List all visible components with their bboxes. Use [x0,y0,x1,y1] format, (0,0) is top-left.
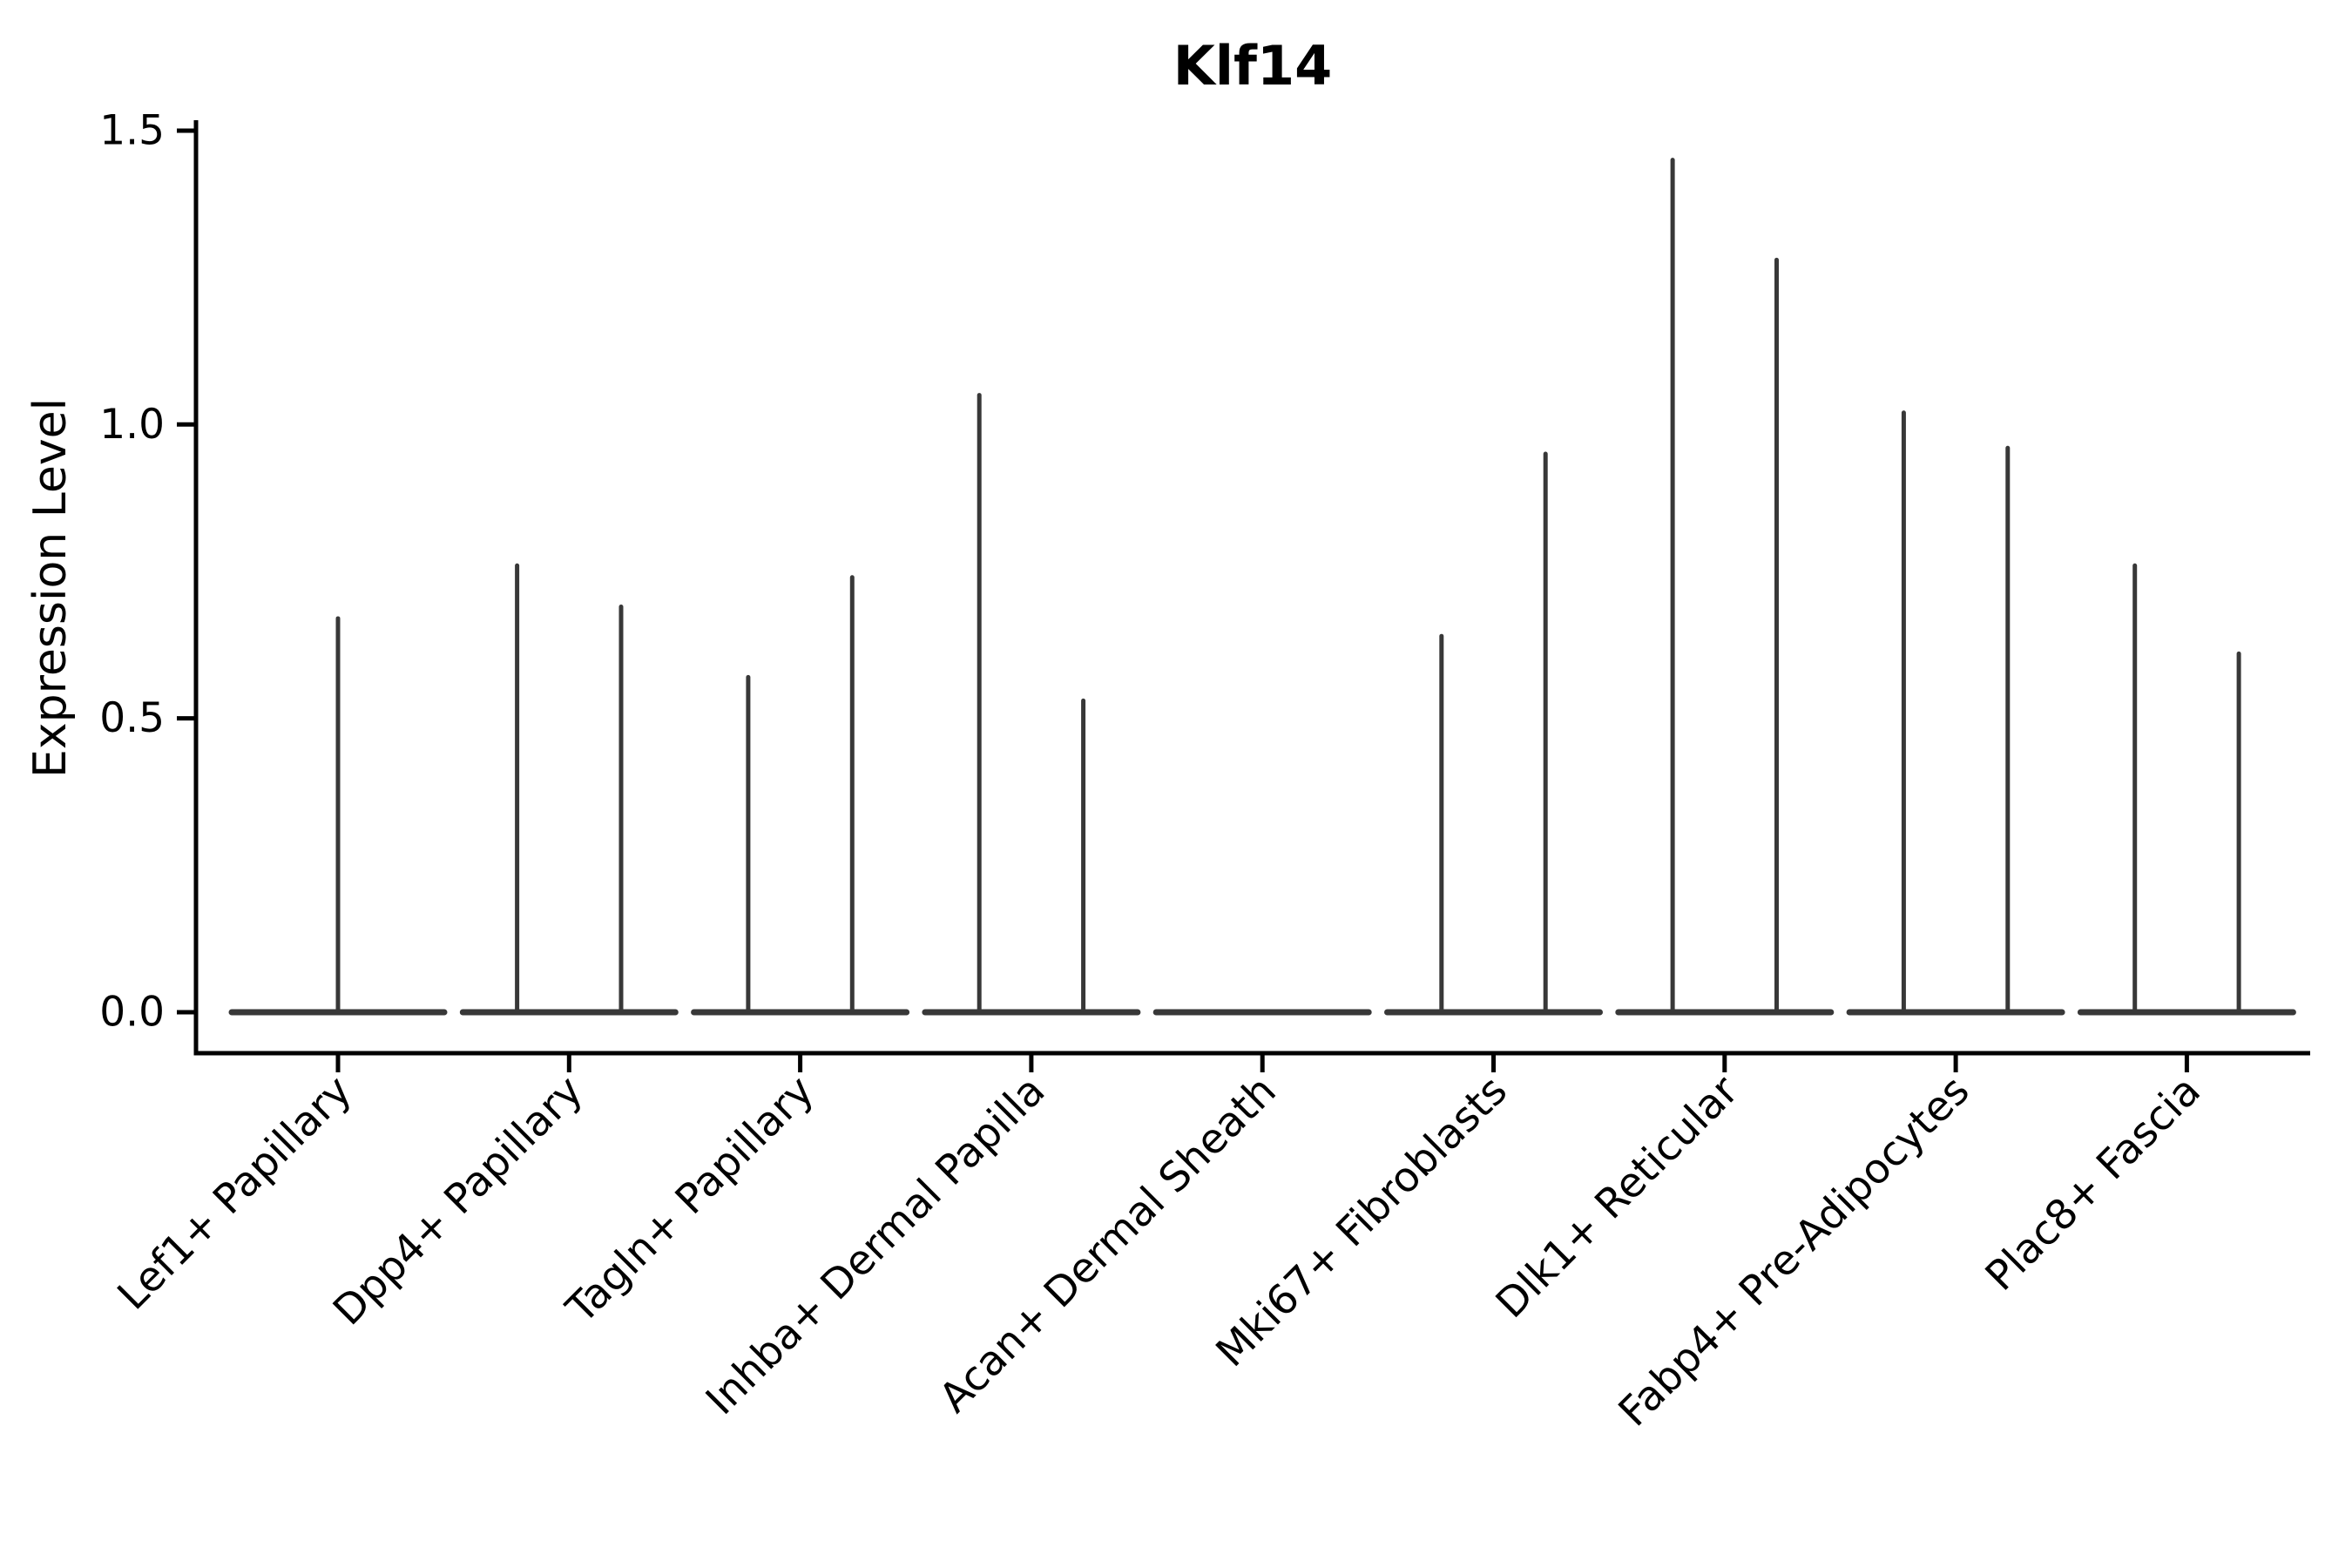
y-axis-label: Expression Level [24,398,77,778]
y-tick-label: 1.0 [99,401,165,449]
chart-title: Klf14 [1173,34,1333,98]
x-tick-label: Tagln+ Papillary [557,1067,823,1334]
y-tick-label: 1.5 [99,106,165,154]
violins-layer [228,158,2296,1016]
x-tick-label: Plac8+ Fascia [1977,1067,2210,1301]
x-tick-label: Lef1+ Papillary [109,1067,362,1320]
x-tick-label: Dlk1+ Reticular [1487,1066,1748,1328]
x-tick-label: Dpp4+ Papillary [324,1067,592,1335]
y-tick-label: 0.0 [99,989,165,1037]
y-tick-label: 0.5 [99,694,165,742]
